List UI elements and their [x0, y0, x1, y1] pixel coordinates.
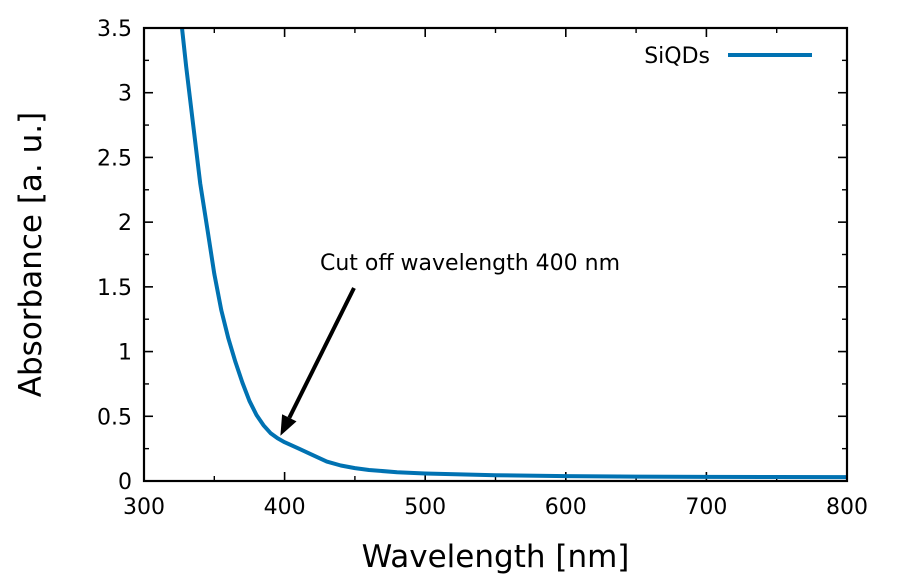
x-tick-label: 500 [404, 495, 446, 520]
y-tick-label: 2.5 [97, 146, 132, 171]
y-tick-label: 2 [118, 211, 132, 236]
y-tick-label: 0.5 [97, 405, 132, 430]
x-tick-label: 700 [685, 495, 727, 520]
tick-labels-layer: 300 400 500 600 700 800 0 0.5 1 1.5 2 2.5 3 3.5 [97, 17, 868, 520]
plot-frame [142, 26, 849, 483]
annotation: Cut off wavelength 400 nm [280, 251, 620, 436]
annotation-text: Cut off wavelength 400 nm [320, 251, 620, 276]
x-tick-label: 400 [264, 495, 306, 520]
y-tick-label: 0 [118, 470, 132, 495]
annotation-arrow-shaft [287, 287, 356, 419]
annotation-arrow-head [280, 414, 297, 436]
x-tick-label: 300 [123, 495, 165, 520]
y-tick-label: 1.5 [97, 276, 132, 301]
x-axis-title: Wavelength [nm] [362, 539, 630, 575]
y-tick-label: 3.5 [97, 17, 132, 42]
y-axis-title: Absorbance [a. u.] [13, 112, 49, 397]
series-layer [180, 27, 848, 480]
x-tick-label: 600 [545, 495, 587, 520]
legend-label-siqds: SiQDs [644, 44, 710, 69]
x-tick-label: 800 [826, 495, 868, 520]
series-line-siqds [180, 27, 848, 480]
y-tick-label: 3 [118, 82, 132, 107]
y-tick-label: 1 [118, 341, 132, 366]
legend: SiQDs [644, 44, 812, 69]
